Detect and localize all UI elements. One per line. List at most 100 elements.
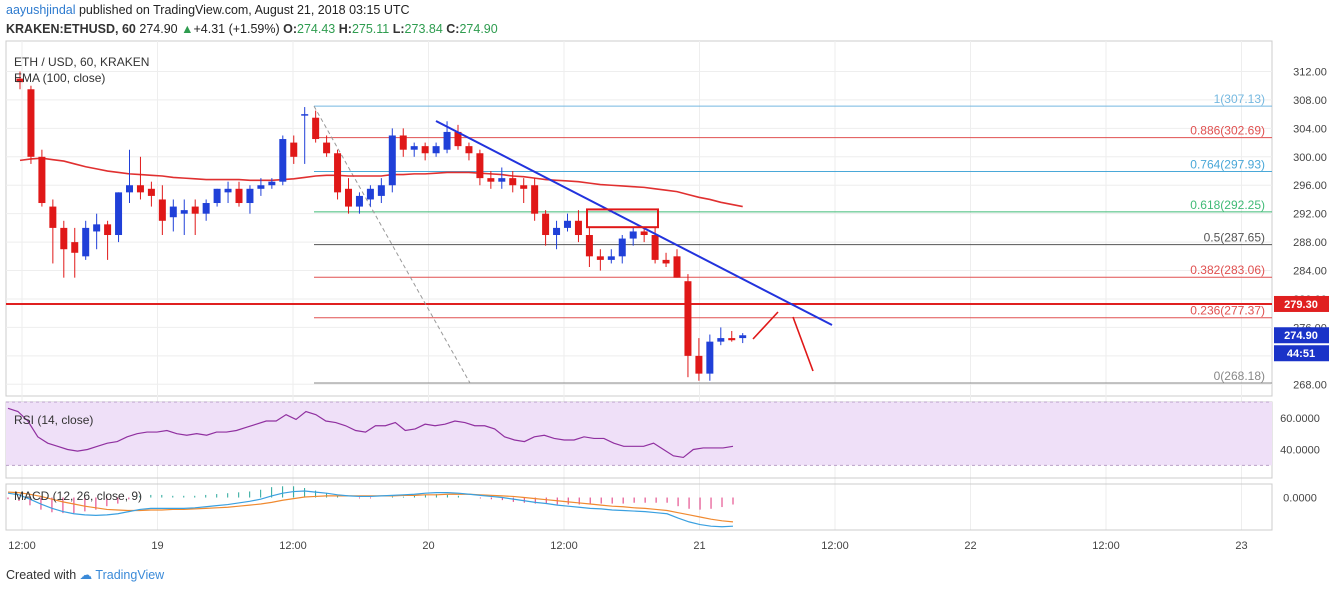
candle-bearish — [662, 259, 670, 264]
candle-bullish — [410, 146, 418, 150]
y-tick-label: 312.00 — [1293, 67, 1327, 79]
candle-bullish — [377, 185, 385, 196]
candle-bullish — [257, 185, 265, 189]
change-arrow-icon: ▲ — [181, 22, 194, 36]
candle-bullish — [432, 146, 440, 154]
resistance-price-tag-bg — [1274, 295, 1329, 312]
candle-bearish — [235, 188, 243, 204]
main-pane-border — [5, 40, 1273, 397]
ema-label: EMA (100, close) — [14, 71, 105, 85]
created-with-text: Created with — [6, 568, 77, 582]
candle-bullish — [629, 231, 637, 239]
footer: Created with ☁ TradingView — [6, 567, 164, 582]
candle-bearish — [695, 355, 703, 374]
fib-level-label: 0.382(283.06) — [1190, 263, 1265, 277]
candle-bearish — [509, 178, 517, 186]
candle-bearish — [585, 235, 593, 257]
candle-bearish — [27, 89, 35, 157]
macd-tick-label: 0.0000 — [1283, 493, 1317, 505]
y-tick-label: 292.00 — [1293, 209, 1327, 221]
candle-bullish — [706, 341, 714, 374]
y-tick-label: 304.00 — [1293, 123, 1327, 135]
price-change: +4.31 (+1.59%) — [193, 22, 280, 36]
candle-bearish — [60, 227, 68, 250]
highlight-box — [586, 208, 659, 229]
candle-bullish — [301, 114, 309, 116]
high-label: H: — [338, 22, 352, 36]
candle-bullish — [268, 181, 276, 186]
candle-bullish — [366, 188, 374, 200]
author-link[interactable]: aayushjindal — [6, 3, 76, 17]
published-text: published on TradingView.com, August 21,… — [78, 3, 410, 17]
candle-bullish — [388, 135, 396, 186]
candle-bearish — [290, 142, 298, 157]
rsi-line — [7, 407, 734, 459]
rsi-tick-label: 60.0000 — [1280, 413, 1320, 425]
candle-bearish — [147, 188, 155, 196]
high-value: 275.11 — [351, 22, 390, 36]
y-tick-label: 268.00 — [1293, 379, 1327, 391]
x-tick-label: 12:00 — [279, 540, 307, 552]
x-tick-label: 12:00 — [1092, 540, 1120, 552]
close-label: C: — [446, 22, 460, 36]
projected-up-arrow — [752, 311, 779, 340]
macd-label: MACD (12, 26, close, 9) — [14, 489, 142, 503]
candle-bullish — [126, 185, 133, 193]
last-price: 274.90 — [139, 22, 178, 36]
fib-level-label: 0.236(277.37) — [1190, 304, 1265, 318]
candle-bullish — [564, 220, 571, 228]
fib-level-label: 0.5(287.65) — [1204, 231, 1265, 245]
low-value: 273.84 — [404, 22, 443, 36]
candle-bullish — [82, 227, 90, 257]
fib-level-label: 0(268.18) — [1214, 369, 1265, 383]
candle-bearish — [345, 188, 352, 207]
candle-bearish — [520, 185, 528, 189]
x-tick-label: 23 — [1235, 540, 1247, 552]
symbol-line[interactable]: KRAKEN:ETHUSD, 60 — [6, 22, 136, 36]
bar-countdown-tag: 44:51 — [1287, 348, 1315, 360]
candle-bullish — [93, 224, 101, 232]
y-tick-label: 288.00 — [1293, 237, 1327, 249]
x-tick-label: 12:00 — [550, 540, 578, 552]
candle-bullish — [224, 188, 232, 193]
publish-line: aayushjindal published on TradingView.co… — [6, 3, 410, 17]
candle-bullish — [213, 188, 221, 204]
candle-bearish — [323, 142, 331, 154]
candle-bullish — [739, 335, 747, 339]
close-value: 274.90 — [459, 22, 498, 36]
candle-bullish — [115, 192, 123, 236]
candle-bearish — [71, 242, 79, 253]
macd-pane-border — [5, 483, 1273, 531]
candle-bearish — [574, 220, 582, 236]
bar-countdown-tag-bg — [1274, 345, 1329, 362]
x-tick-label: 21 — [693, 540, 705, 552]
candle-bullish — [180, 210, 188, 214]
candle-bearish — [465, 146, 473, 154]
open-label: O: — [283, 22, 298, 36]
candle-bearish — [421, 146, 429, 154]
candle-bearish — [487, 178, 495, 182]
candle-bearish — [104, 224, 112, 236]
fib-level-label: 1(307.13) — [1214, 92, 1265, 106]
candle-bearish — [542, 213, 550, 236]
candle-bearish — [399, 135, 407, 150]
last-price-tag-bg — [1274, 327, 1329, 344]
candle-bearish — [38, 156, 46, 204]
rsi-label: RSI (14, close) — [14, 413, 93, 427]
candle-bullish — [618, 238, 626, 257]
candle-bullish — [169, 206, 177, 218]
candle-bearish — [334, 153, 342, 193]
chart-title: ETH / USD, 60, KRAKEN — [14, 55, 149, 69]
tradingview-brand-link[interactable]: TradingView — [95, 568, 165, 582]
rsi-band — [6, 402, 1272, 466]
candle-bearish — [49, 206, 57, 228]
y-tick-label: 300.00 — [1293, 152, 1327, 164]
x-tick-label: 19 — [151, 540, 163, 552]
candle-bearish — [191, 206, 199, 214]
open-value: 274.43 — [297, 22, 336, 36]
low-label: L: — [392, 22, 405, 36]
y-tick-label: 296.00 — [1293, 180, 1327, 192]
candle-bullish — [607, 256, 615, 260]
symbol-info-line: KRAKEN:ETHUSD, 60 274.90 ▲+4.31 (+1.59%)… — [6, 22, 498, 36]
